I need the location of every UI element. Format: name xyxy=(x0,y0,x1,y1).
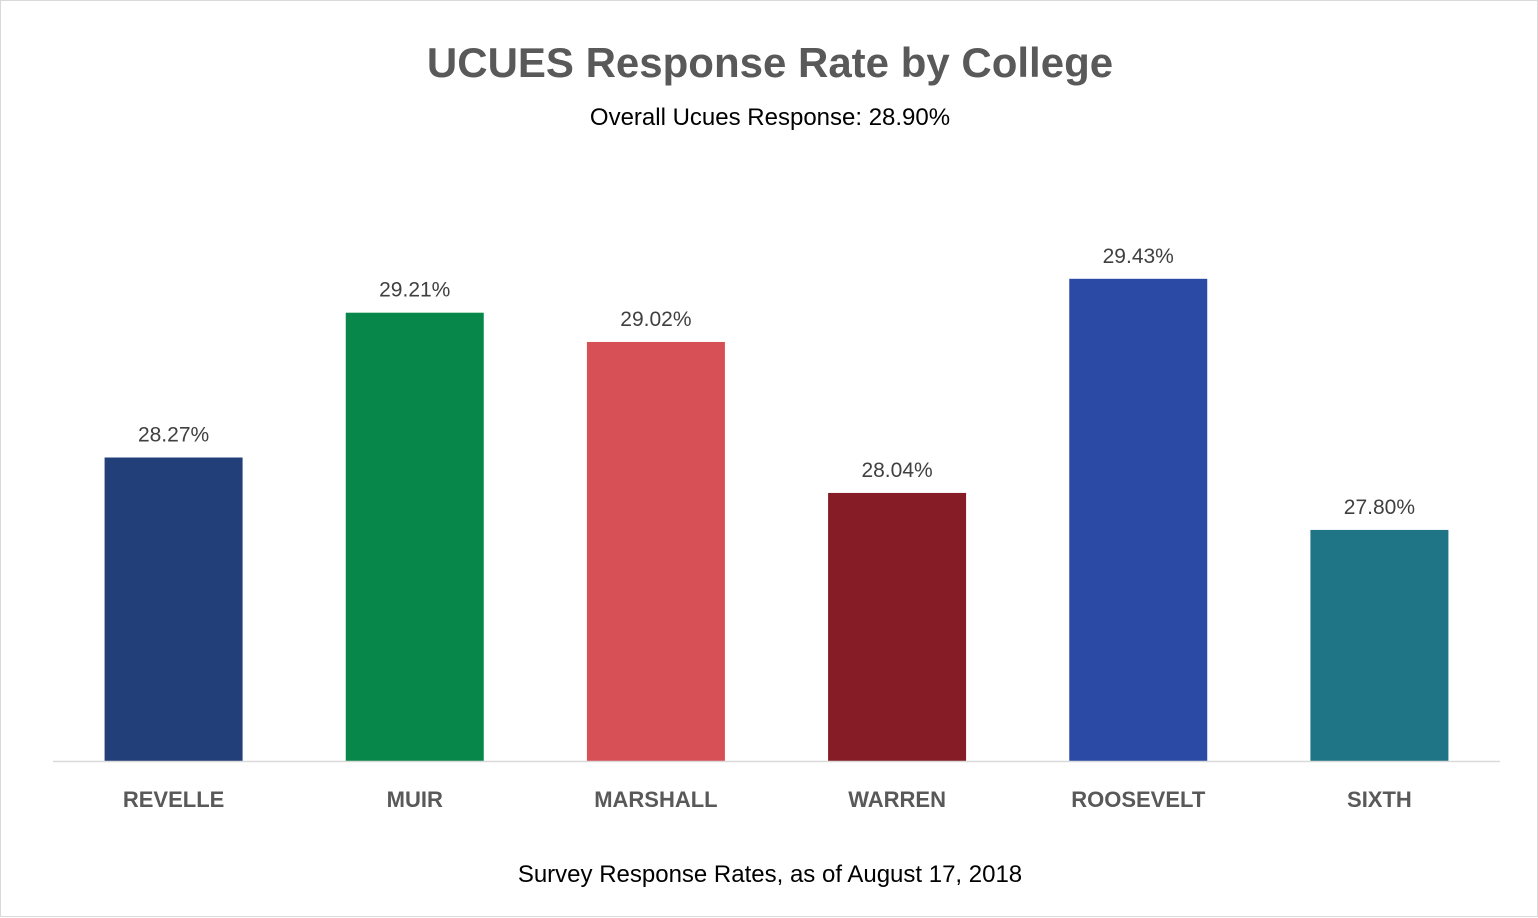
bar-muir xyxy=(345,312,484,761)
category-label-roosevelt: ROOSEVELT xyxy=(1071,787,1206,812)
bar-sixth xyxy=(1310,529,1449,761)
bar-roosevelt xyxy=(1069,278,1208,761)
bar-warren xyxy=(828,492,967,761)
data-label-marshall: 29.02% xyxy=(620,308,691,331)
data-label-muir: 29.21% xyxy=(379,279,450,302)
chart-subtitle: Overall Ucues Response: 28.90% xyxy=(589,104,951,131)
bar-revelle xyxy=(104,457,243,761)
x-axis-label: Survey Response Rates, as of August 17, … xyxy=(517,861,1023,888)
category-label-muir: MUIR xyxy=(387,787,443,812)
chart-title: UCUES Response Rate by College xyxy=(426,39,1114,86)
data-label-revelle: 28.27% xyxy=(138,424,209,447)
category-label-sixth: SIXTH xyxy=(1347,787,1412,812)
category-label-revelle: REVELLE xyxy=(123,787,224,812)
category-label-warren: WARREN xyxy=(848,787,946,812)
data-label-sixth: 27.80% xyxy=(1344,496,1415,519)
bar-marshall xyxy=(586,341,725,761)
data-label-warren: 28.04% xyxy=(861,459,932,482)
data-label-roosevelt: 29.43% xyxy=(1103,245,1174,268)
category-label-marshall: MARSHALL xyxy=(594,787,717,812)
